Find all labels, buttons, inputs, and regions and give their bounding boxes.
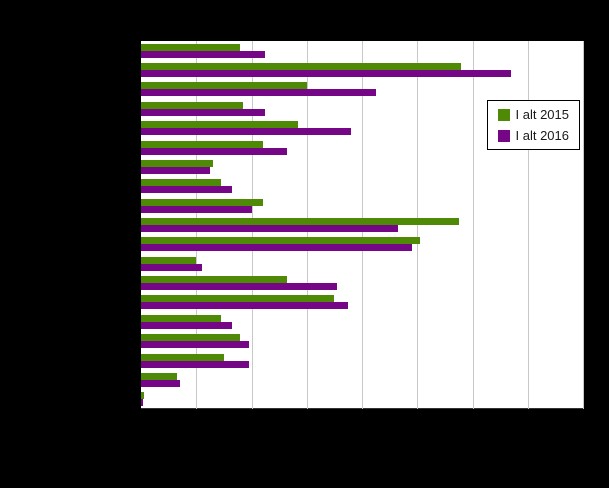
bar-i-alt-2016-row-14 [141,302,349,310]
bar-i-alt-2016-row-7 [141,166,211,174]
bar-i-alt-2016-row-15 [141,321,233,329]
bar-i-alt-2016-row-8 [141,186,233,194]
bar-i-alt-2015-row-15 [141,314,222,322]
bar-i-alt-2016-row-11 [141,244,412,252]
bar-i-alt-2016-row-6 [141,147,288,155]
bar-i-alt-2015-row-10 [141,218,459,225]
bar-i-alt-2015-row-9 [141,198,263,206]
bar-i-alt-2016-row-19 [141,399,143,407]
bar-i-alt-2016-row-18 [141,379,180,387]
bar-i-alt-2016-row-1 [141,50,266,58]
bar-i-alt-2016-row-10 [141,225,398,232]
bar-i-alt-2016-row-9 [141,205,252,213]
legend: I alt 2015 I alt 2016 [486,100,580,150]
gridline [583,41,584,409]
bar-i-alt-2016-row-12 [141,263,202,271]
bar-i-alt-2015-row-12 [141,256,197,264]
bar-i-alt-2015-row-4 [141,101,244,109]
bar-i-alt-2016-row-17 [141,360,249,368]
bar-i-alt-2015-row-17 [141,353,224,361]
bar-i-alt-2015-row-3 [141,82,307,90]
bar-i-alt-2015-row-5 [141,121,299,129]
legend-entry-2015: I alt 2015 [497,107,570,122]
bar-i-alt-2015-row-7 [141,159,213,167]
bar-i-alt-2015-row-18 [141,372,177,380]
bar-i-alt-2015-row-14 [141,295,335,303]
bar-i-alt-2016-row-4 [141,108,266,116]
bar-i-alt-2015-row-19 [141,392,145,400]
bar-i-alt-2015-row-11 [141,237,420,245]
bar-i-alt-2016-row-13 [141,283,338,291]
bar-i-alt-2016-row-5 [141,128,351,136]
bar-i-alt-2016-row-16 [141,341,249,349]
gridline [527,41,529,409]
bar-i-alt-2015-row-13 [141,276,288,284]
bar-i-alt-2015-row-6 [141,140,263,148]
bar-i-alt-2015-row-8 [141,179,222,187]
bar-i-alt-2015-row-2 [141,63,462,71]
gridline [472,41,474,409]
bar-i-alt-2015-row-16 [141,334,241,342]
plot-area: I alt 2015 I alt 2016 [141,41,584,409]
bar-i-alt-2015-row-1 [141,43,241,51]
legend-swatch-2015-icon [497,108,510,121]
gridline [417,41,419,409]
legend-entry-2016: I alt 2016 [497,128,570,143]
bar-i-alt-2016-row-3 [141,89,376,97]
legend-label-2016: I alt 2016 [515,128,570,143]
legend-swatch-2016-icon [497,129,510,142]
bar-i-alt-2016-row-2 [141,70,512,78]
legend-label-2015: I alt 2015 [515,107,570,122]
